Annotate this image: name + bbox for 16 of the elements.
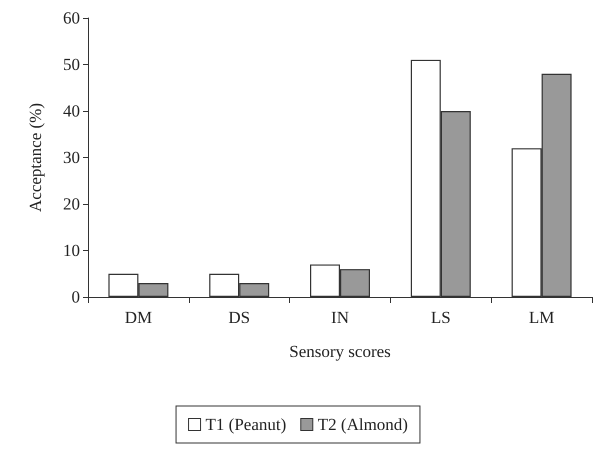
y-tick-label: 10 [63,241,80,260]
x-axis-title: Sensory scores [289,342,391,361]
x-tick-label: DS [228,308,250,327]
legend-label: T1 (Peanut) [206,415,286,434]
y-tick-label: 40 [63,102,80,120]
y-tick-label: 50 [63,55,80,74]
x-tick-label: LM [528,308,554,327]
y-tick-label: 0 [72,288,80,306]
x-tick-label: DM [124,308,152,327]
y-tick-label: 60 [63,8,80,28]
y-tick-label: 20 [63,194,80,214]
legend-label: T2 (Almond) [318,415,408,434]
x-tick-label: LS [430,308,451,327]
x-tick-label: IN [331,308,349,327]
y-tick-label: 30 [63,148,80,167]
y-axis-title: Acceptance (%) [26,102,45,212]
